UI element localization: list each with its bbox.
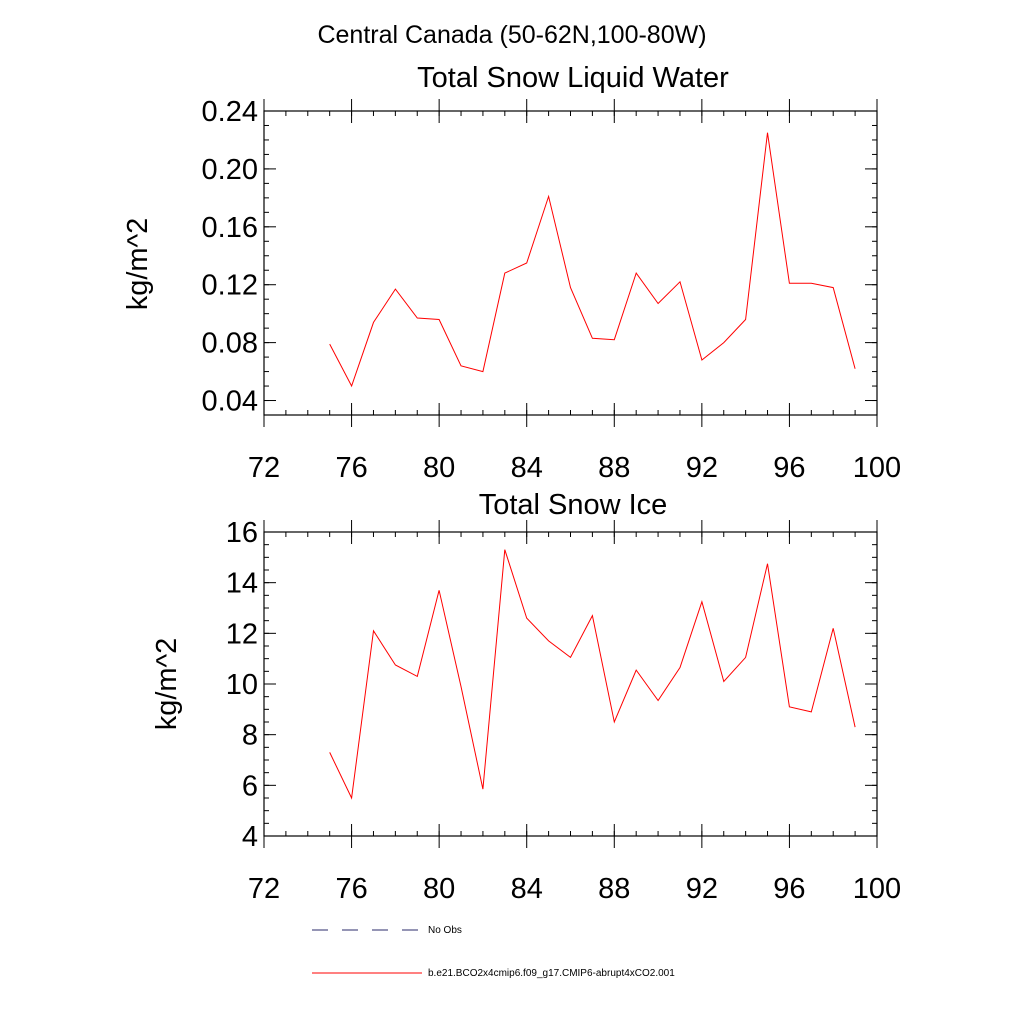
- x-tick-label: 76: [335, 452, 367, 484]
- plot-frame: [263, 531, 878, 837]
- y-axis-label: kg/m^2: [122, 218, 154, 311]
- y-tick-label: 0.04: [202, 386, 258, 418]
- x-tick-label: 100: [853, 452, 901, 484]
- y-tick-label: 12: [226, 618, 258, 650]
- x-tick-label: 88: [598, 873, 630, 905]
- y-tick-label: 10: [226, 669, 258, 701]
- x-tick-label: 80: [423, 873, 455, 905]
- x-tick-label: 96: [773, 452, 805, 484]
- plot-snow-liquid-water: Total Snow Liquid Water kg/m^2 0.04 0.08 0…: [122, 62, 901, 484]
- x-tick-label: 72: [248, 873, 280, 905]
- plot-snow-ice: Total Snow Ice kg/m^2 4 6 8 10 12 14 16 72 76 80 8…: [151, 489, 901, 905]
- y-tick-label: 8: [242, 720, 258, 752]
- y-tick-label: 0.16: [202, 212, 258, 244]
- y-tick-label: 0.08: [202, 328, 258, 360]
- plot-frame: [263, 110, 878, 416]
- x-tick-label: 84: [511, 452, 543, 484]
- x-tick-label: 88: [598, 452, 630, 484]
- y-tick-label: 4: [242, 821, 258, 853]
- x-tick-label: 100: [853, 873, 901, 905]
- y-axis-label: kg/m^2: [151, 638, 183, 731]
- y-tick-label: 0.12: [202, 270, 258, 302]
- plot-title: Total Snow Liquid Water: [417, 62, 729, 94]
- legend-obs-label: No Obs: [428, 925, 462, 936]
- y-tick-label: 14: [226, 568, 258, 600]
- legend: No Obs b.e21.BCO2x4cmip6.f09_g17.CMIP6-a…: [312, 925, 675, 979]
- x-tick-label: 92: [686, 873, 718, 905]
- y-tick-label: 0.20: [202, 154, 258, 186]
- y-tick-label: 0.24: [202, 96, 258, 128]
- x-tick-label: 76: [335, 873, 367, 905]
- x-tick-label: 72: [248, 452, 280, 484]
- series-line: [329, 549, 856, 800]
- x-tick-label: 96: [773, 873, 805, 905]
- page-title: Central Canada (50-62N,100-80W): [317, 21, 706, 49]
- x-tick-label: 84: [511, 873, 543, 905]
- legend-model-label: b.e21.BCO2x4cmip6.f09_g17.CMIP6-abrupt4x…: [428, 968, 675, 979]
- series-line: [329, 132, 856, 388]
- x-tick-label: 80: [423, 452, 455, 484]
- y-tick-label: 6: [242, 770, 258, 802]
- y-tick-label: 16: [226, 517, 258, 549]
- x-tick-label: 92: [686, 452, 718, 484]
- plot-title: Total Snow Ice: [479, 489, 668, 521]
